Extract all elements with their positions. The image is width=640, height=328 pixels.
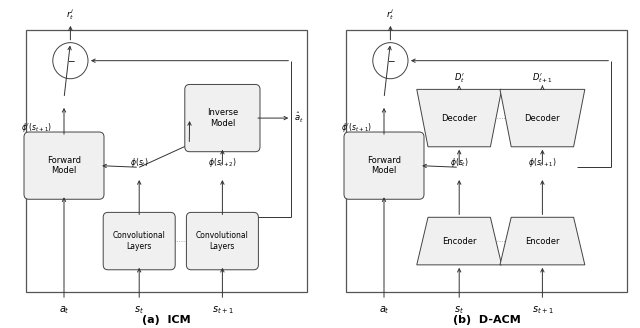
Text: $s_t$: $s_t$: [454, 304, 464, 316]
Text: (a)  ICM: (a) ICM: [142, 315, 191, 325]
Text: $s_{t+1}$: $s_{t+1}$: [532, 304, 553, 316]
Text: Inverse
Model: Inverse Model: [207, 108, 238, 128]
Bar: [346, 30, 627, 292]
Polygon shape: [417, 217, 502, 265]
Text: $r_t^i$: $r_t^i$: [66, 7, 75, 22]
Text: $\hat{a}_t$: $\hat{a}_t$: [294, 111, 304, 125]
Text: $D_{t+1}^{\prime}$: $D_{t+1}^{\prime}$: [532, 72, 553, 86]
Text: Forward
Model: Forward Model: [47, 156, 81, 175]
Text: $s_t$: $s_t$: [134, 304, 144, 316]
FancyBboxPatch shape: [344, 132, 424, 199]
Text: $s_{t+1}$: $s_{t+1}$: [212, 304, 233, 316]
FancyBboxPatch shape: [103, 213, 175, 270]
Circle shape: [53, 43, 88, 79]
FancyBboxPatch shape: [185, 84, 260, 152]
Text: $\phi'(s_{t+1})$: $\phi'(s_{t+1})$: [341, 121, 372, 134]
Text: Forward
Model: Forward Model: [367, 156, 401, 175]
Text: −: −: [67, 56, 74, 65]
FancyBboxPatch shape: [24, 132, 104, 199]
Text: $\phi'(s_{t+1})$: $\phi'(s_{t+1})$: [21, 121, 52, 134]
Text: $\phi(s_{t+2})$: $\phi(s_{t+2})$: [208, 156, 237, 169]
Text: Decoder: Decoder: [442, 113, 477, 123]
Circle shape: [372, 43, 408, 79]
Text: Decoder: Decoder: [525, 113, 560, 123]
Text: Encoder: Encoder: [442, 236, 476, 246]
Text: $D_t^{\prime}$: $D_t^{\prime}$: [454, 72, 465, 86]
Text: Convolutional
Layers: Convolutional Layers: [196, 231, 249, 251]
Polygon shape: [500, 89, 585, 147]
FancyBboxPatch shape: [186, 213, 259, 270]
Text: $a_t$: $a_t$: [59, 304, 69, 316]
Text: $\phi(s_t)$: $\phi(s_t)$: [450, 156, 468, 169]
Polygon shape: [500, 217, 585, 265]
Text: Convolutional
Layers: Convolutional Layers: [113, 231, 166, 251]
Text: $\phi(s_t)$: $\phi(s_t)$: [130, 156, 148, 169]
Bar: [26, 30, 307, 292]
Text: $r_t^i$: $r_t^i$: [386, 7, 395, 22]
Text: −: −: [387, 56, 394, 65]
Polygon shape: [417, 89, 502, 147]
Text: $a_t$: $a_t$: [379, 304, 389, 316]
Text: (b)  D-ACM: (b) D-ACM: [452, 315, 520, 325]
Text: Encoder: Encoder: [525, 236, 559, 246]
Text: $\phi(s_{t+1})$: $\phi(s_{t+1})$: [528, 156, 557, 169]
